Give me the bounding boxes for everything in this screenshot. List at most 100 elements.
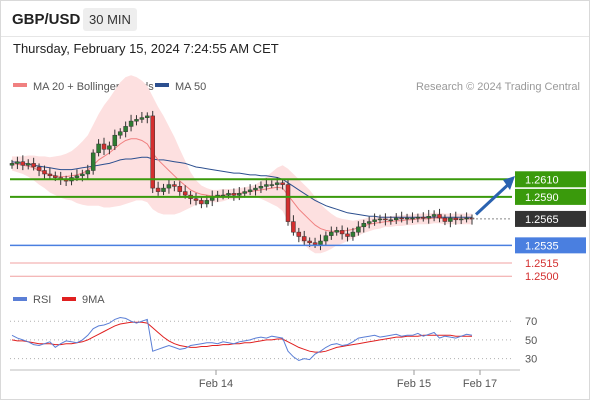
secondary-support-label: 1.2515	[525, 258, 559, 270]
candle-up	[393, 217, 399, 221]
candle-up	[274, 182, 280, 185]
candle-down	[150, 115, 155, 189]
resistance-badge	[515, 171, 586, 188]
candle-up	[388, 219, 394, 222]
candle-up	[448, 217, 453, 222]
candle-down	[339, 230, 345, 235]
legend-swatch-9ma	[62, 297, 76, 301]
resistance-badge	[515, 188, 586, 205]
candle-down	[177, 186, 183, 192]
time-axis: Feb 14 Feb 15 Feb 17	[199, 370, 497, 390]
candle-down	[345, 233, 350, 237]
candle-up	[372, 219, 377, 222]
candle-down	[437, 214, 442, 219]
candle-up	[350, 231, 356, 237]
rsi-ma9-line	[11, 321, 472, 353]
time-axis-label: Feb 15	[397, 378, 431, 390]
candle-down	[296, 231, 302, 237]
candle-up	[264, 184, 269, 187]
candle-down	[307, 240, 312, 244]
candle-up	[85, 170, 91, 175]
candle-up	[145, 115, 150, 118]
candle-up	[128, 120, 134, 127]
current-price-label: 1.2565	[525, 214, 559, 226]
chart-timestamp: Thursday, February 15, 2024 7:24:55 AM C…	[13, 41, 279, 56]
candle-up	[323, 235, 329, 242]
legend-label-rsi: RSI	[33, 294, 51, 306]
candle-up	[431, 214, 437, 217]
candle-down	[182, 191, 188, 196]
candle-up	[410, 217, 415, 220]
candle-up	[204, 200, 210, 205]
forecast-arrow-head	[503, 176, 515, 191]
candle-down	[280, 182, 285, 185]
candle-down	[36, 166, 42, 171]
candle-up	[107, 145, 112, 150]
candle-down	[399, 217, 404, 220]
time-axis-label: Feb 17	[463, 378, 497, 390]
rsi-plot-area: 70 50 30	[10, 316, 537, 366]
candle-down	[442, 217, 448, 222]
candle-up	[404, 217, 410, 220]
candle-up	[464, 217, 469, 220]
candle-down	[172, 184, 177, 187]
price-plot-area	[9, 75, 475, 254]
secondary-support-label: 1.2500	[525, 271, 559, 283]
header-bar: GBP/USD 30 MIN	[1, 1, 589, 37]
legend-label-ma50: MA 50	[175, 81, 206, 93]
ma20-line	[11, 138, 472, 232]
candle-down	[285, 184, 291, 222]
candle-down	[421, 216, 426, 219]
time-axis-label: Feb 14	[199, 378, 233, 390]
rsi-tick-label: 50	[525, 335, 537, 347]
candle-down	[20, 161, 26, 166]
candle-up	[258, 186, 264, 189]
support-label: 1.2535	[525, 240, 559, 252]
candle-down	[47, 173, 53, 177]
support-badge	[515, 237, 586, 254]
legend-swatch-rsi	[13, 297, 27, 301]
resistance-label: 1.2610	[525, 174, 559, 186]
ma50-line	[11, 156, 472, 218]
candle-up	[90, 152, 96, 171]
candle-up	[9, 163, 15, 166]
forecast-arrow-shaft	[474, 179, 514, 216]
candle-up	[356, 226, 361, 233]
legend-label-9ma: 9MA	[82, 294, 105, 306]
candle-up	[318, 240, 323, 245]
rsi-tick-label: 30	[525, 354, 537, 366]
candle-up	[329, 231, 334, 236]
candle-down	[312, 242, 318, 245]
candle-up	[237, 193, 242, 196]
candle-up	[134, 119, 139, 122]
candle-down	[31, 163, 36, 168]
candle-down	[101, 143, 107, 150]
candle-up	[25, 163, 31, 166]
candle-down	[42, 170, 47, 175]
candle-down	[453, 217, 459, 221]
current-price-badge	[515, 210, 586, 227]
attribution-text: Research © 2024 Trading Central	[416, 81, 580, 93]
timeframe-badge[interactable]: 30 MIN	[83, 8, 137, 31]
candle-down	[301, 236, 307, 242]
candle-up	[15, 161, 20, 164]
candle-up	[247, 189, 253, 192]
candle-up	[96, 143, 101, 154]
resistance-label: 1.2590	[525, 192, 559, 204]
candle-up	[80, 173, 85, 177]
candle-up	[74, 175, 80, 178]
rsi-line	[11, 316, 473, 362]
candle-down	[193, 198, 199, 201]
candle-down	[53, 175, 58, 178]
candle-down	[155, 187, 161, 192]
candle-up	[361, 223, 367, 228]
candle-up	[366, 221, 372, 224]
rsi-tick-label: 70	[525, 316, 537, 328]
candle-up	[166, 184, 172, 189]
pair-title: GBP/USD	[12, 11, 81, 28]
candle-up	[426, 216, 431, 219]
bollinger-band-fill	[12, 75, 472, 254]
candle-up	[269, 184, 275, 186]
